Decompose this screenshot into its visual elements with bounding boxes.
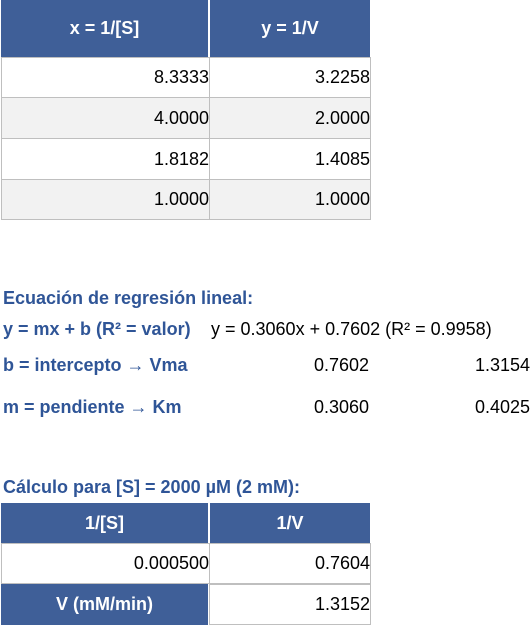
table-cell-y-1: 3.2258 [209,57,371,98]
table-cell-x-4: 1.0000 [1,179,210,220]
table-cell-x-2: 4.0000 [1,97,210,139]
col-header-x: x = 1/[S] [1,0,208,57]
calc-cell-inv-s: 0.000500 [1,543,210,584]
v-label-cell: V (mM/min) [1,584,208,625]
slope-derived: 0.4025 [474,397,530,417]
table-cell-x-1: 8.3333 [1,57,210,98]
v-value-cell: 1.3152 [209,584,371,625]
slope-value: 0.3060 [313,397,369,417]
equation-value: y = 0.3060x + 0.7602 (R² = 0.9958) [211,319,492,339]
calc-title: Cálculo para [S] = 2000 µM (2 mM): [3,477,300,497]
slope-label: m = pendiente → Km [3,397,182,417]
equation-label: y = mx + b (R² = valor) [3,319,191,339]
table-cell-x-3: 1.8182 [1,138,210,180]
calc-cell-inv-v: 0.7604 [209,543,371,584]
calc-header-inv-v: 1/V [210,503,370,544]
regression-title: Ecuación de regresión lineal: [3,288,254,308]
intercept-label: b = intercepto → Vma [3,355,188,375]
intercept-derived: 1.3154 [474,355,530,375]
table-cell-y-4: 1.0000 [209,179,371,220]
table-cell-y-3: 1.4085 [209,138,371,180]
intercept-value: 0.7602 [313,355,369,375]
col-header-y: y = 1/V [210,0,370,57]
calc-header-inv-s: 1/[S] [1,503,208,544]
table-cell-y-2: 2.0000 [209,97,371,139]
